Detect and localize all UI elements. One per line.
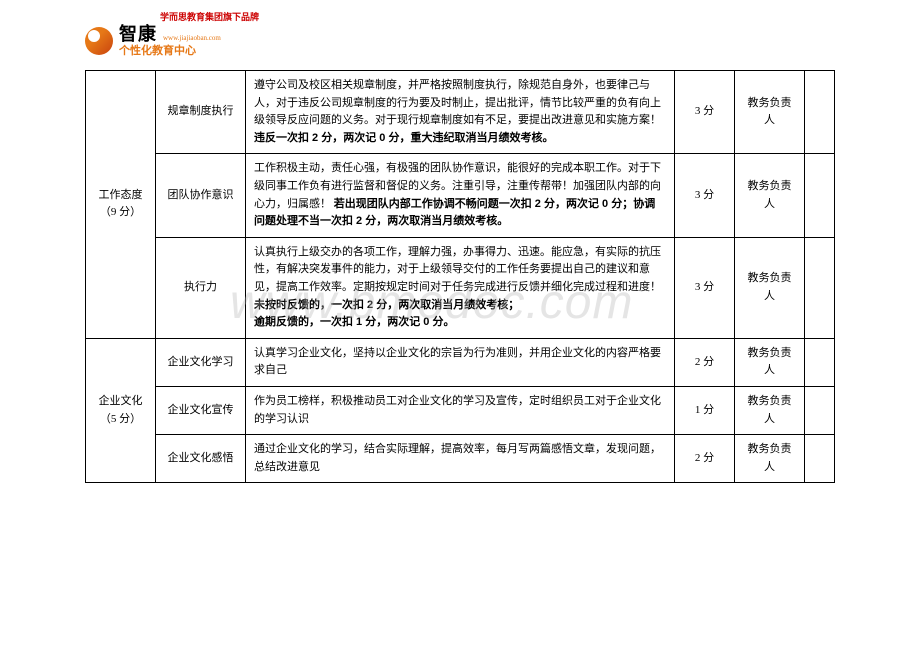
table-row: 工作态度 （9 分） 规章制度执行 遵守公司及校区相关规章制度，并严格按照制度执… <box>86 71 835 154</box>
score-cell: 2 分 <box>675 338 735 386</box>
item-cell: 企业文化感悟 <box>156 435 246 483</box>
item-cell: 执行力 <box>156 237 246 338</box>
evaluator-cell: 教务负责人 <box>735 154 805 237</box>
desc-cell: 工作积极主动，责任心强，有极强的团队协作意识，能很好的完成本职工作。对于下级同事… <box>246 154 675 237</box>
desc-cell: 认真学习企业文化，坚持以企业文化的宗旨为行为准则，并用企业文化的内容严格要求自己 <box>246 338 675 386</box>
brand-text: 智康 www.jiajiaoban.com 个性化教育中心 <box>119 25 221 57</box>
desc-text: 作为员工榜样，积极推动员工对企业文化的学习及宣传，定时组织员工对于企业文化的学习… <box>254 395 661 425</box>
desc-cell: 遵守公司及校区相关规章制度，并严格按照制度执行，除规范自身外，也要律己与人，对于… <box>246 71 675 154</box>
desc-text: 认真执行上级交办的各项工作，理解力强，办事得力、迅速。能应急，有实际的抗压性，有… <box>254 246 661 293</box>
category-cell: 企业文化 （5 分） <box>86 338 156 483</box>
score-cell: 2 分 <box>675 435 735 483</box>
item-cell: 规章制度执行 <box>156 71 246 154</box>
desc-bold: 违反一次扣 2 分，两次记 0 分，重大违纪取消当月绩效考核。 <box>254 132 553 144</box>
logo-row: 智康 www.jiajiaoban.com 个性化教育中心 <box>85 25 920 57</box>
desc-text: 认真学习企业文化，坚持以企业文化的宗旨为行为准则，并用企业文化的内容严格要求自己 <box>254 347 661 377</box>
item-cell: 企业文化宣传 <box>156 386 246 434</box>
table-row: 企业文化 （5 分） 企业文化学习 认真学习企业文化，坚持以企业文化的宗旨为行为… <box>86 338 835 386</box>
blank-cell <box>805 435 835 483</box>
evaluation-table: 工作态度 （9 分） 规章制度执行 遵守公司及校区相关规章制度，并严格按照制度执… <box>85 70 835 483</box>
desc-cell: 作为员工榜样，积极推动员工对企业文化的学习及宣传，定时组织员工对于企业文化的学习… <box>246 386 675 434</box>
score-cell: 3 分 <box>675 154 735 237</box>
score-cell: 1 分 <box>675 386 735 434</box>
evaluator-cell: 教务负责人 <box>735 386 805 434</box>
desc-cell: 通过企业文化的学习，结合实际理解，提高效率，每月写两篇感悟文章，发现问题，总结改… <box>246 435 675 483</box>
blank-cell <box>805 386 835 434</box>
desc-text: 通过企业文化的学习，结合实际理解，提高效率，每月写两篇感悟文章，发现问题，总结改… <box>254 443 661 473</box>
blank-cell <box>805 71 835 154</box>
item-cell: 企业文化学习 <box>156 338 246 386</box>
page-header: 学而思教育集团旗下品牌 智康 www.jiajiaoban.com 个性化教育中… <box>0 0 920 62</box>
brand-tagline: 学而思教育集团旗下品牌 <box>160 10 920 23</box>
score-cell: 3 分 <box>675 71 735 154</box>
score-cell: 3 分 <box>675 237 735 338</box>
logo-icon <box>85 27 113 55</box>
table-row: 企业文化感悟 通过企业文化的学习，结合实际理解，提高效率，每月写两篇感悟文章，发… <box>86 435 835 483</box>
item-cell: 团队协作意识 <box>156 154 246 237</box>
brand-subtitle: 个性化教育中心 <box>119 46 221 57</box>
brand-url: www.jiajiaoban.com <box>163 34 221 42</box>
table-row: 团队协作意识 工作积极主动，责任心强，有极强的团队协作意识，能很好的完成本职工作… <box>86 154 835 237</box>
evaluator-cell: 教务负责人 <box>735 237 805 338</box>
category-cell: 工作态度 （9 分） <box>86 71 156 339</box>
evaluator-cell: 教务负责人 <box>735 435 805 483</box>
evaluator-cell: 教务负责人 <box>735 71 805 154</box>
desc-cell: 认真执行上级交办的各项工作，理解力强，办事得力、迅速。能应急，有实际的抗压性，有… <box>246 237 675 338</box>
table-row: 执行力 认真执行上级交办的各项工作，理解力强，办事得力、迅速。能应急，有实际的抗… <box>86 237 835 338</box>
evaluator-cell: 教务负责人 <box>735 338 805 386</box>
blank-cell <box>805 154 835 237</box>
blank-cell <box>805 237 835 338</box>
desc-text: 遵守公司及校区相关规章制度，并严格按照制度执行，除规范自身外，也要律己与人，对于… <box>254 79 661 126</box>
desc-bold: 未按时反馈的，一次扣 2 分，两次取消当月绩效考核； 逾期反馈的，一次扣 1 分… <box>254 299 519 329</box>
table-row: 企业文化宣传 作为员工榜样，积极推动员工对企业文化的学习及宣传，定时组织员工对于… <box>86 386 835 434</box>
table-container: 工作态度 （9 分） 规章制度执行 遵守公司及校区相关规章制度，并严格按照制度执… <box>0 62 920 483</box>
blank-cell <box>805 338 835 386</box>
brand-name: 智康 <box>119 24 157 44</box>
